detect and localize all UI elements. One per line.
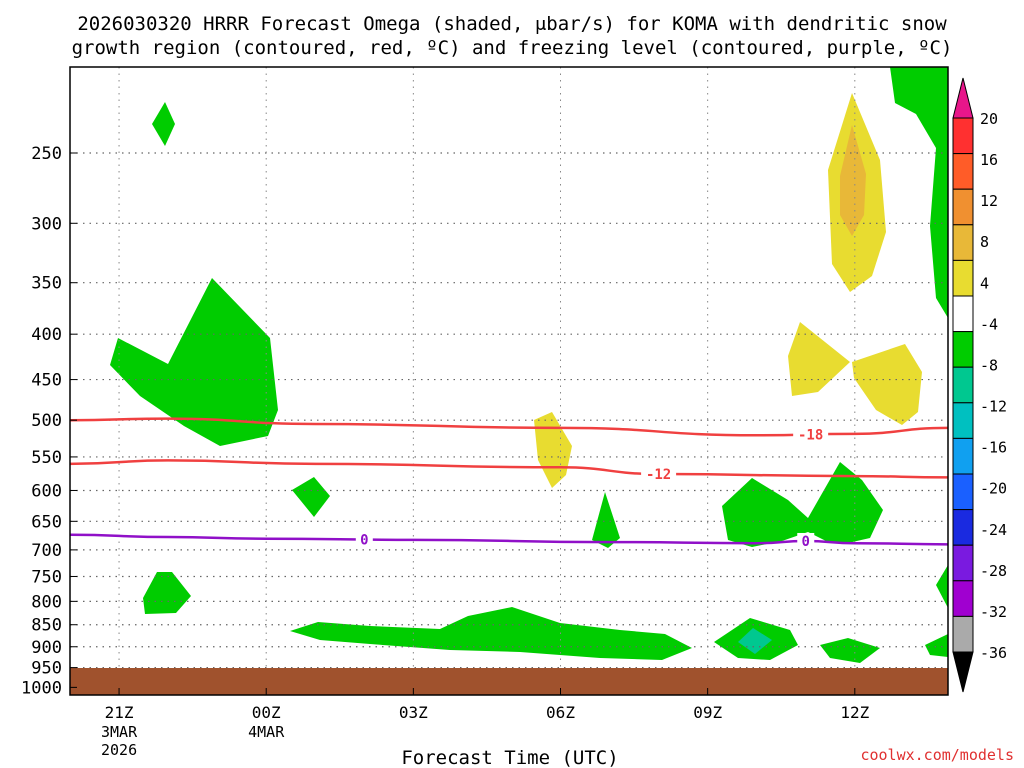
colorbar-segment [952, 188, 974, 226]
colorbar-segment [952, 331, 974, 368]
colorbar-segment [952, 437, 974, 475]
contour-label: -18 [798, 427, 823, 443]
contour-label: 0 [802, 534, 810, 550]
y-tick-label: 350 [31, 274, 62, 294]
omega-region-teal [738, 628, 772, 654]
x-tick-label: 09Z [693, 703, 722, 722]
x-tick-label: 03Z [399, 703, 428, 722]
colorbar-segment [952, 224, 974, 261]
omega-region-yellow [534, 412, 572, 488]
x-tick-date: 3MAR [101, 723, 138, 741]
omega-region-green [936, 565, 948, 608]
chart-title-line2: growth region (contoured, red, ºC) and f… [72, 37, 953, 59]
pressure-axis: 2503003504004505005506006507007508008509… [21, 144, 77, 698]
omega-region-green [152, 102, 175, 146]
y-tick-label: 250 [31, 144, 62, 164]
colorbar-label: -24 [980, 521, 1007, 539]
omega-region-green [110, 278, 278, 446]
y-tick-label: 1000 [21, 678, 62, 698]
x-axis-label: Forecast Time (UTC) [401, 747, 618, 768]
y-tick-label: 550 [31, 448, 62, 468]
contour-line [69, 417, 949, 437]
y-tick-label: 650 [31, 512, 62, 532]
colorbar-segment [952, 580, 974, 617]
colorbar-label: 16 [980, 151, 998, 169]
y-tick-label: 700 [31, 541, 62, 561]
y-tick-label: 500 [31, 411, 62, 431]
colorbar-label: -28 [980, 562, 1007, 580]
omega-region-green [592, 492, 620, 548]
omega-region-yellow [788, 322, 850, 396]
contour-label-bg [355, 531, 373, 548]
colorbar-segment [952, 473, 974, 511]
y-tick-label: 400 [31, 325, 62, 345]
y-tick-label: 800 [31, 592, 62, 612]
colorbar-label: 20 [980, 110, 998, 128]
colorbar-label: -4 [980, 315, 998, 333]
colorbar-segment [952, 259, 974, 297]
contour-label: -12 [646, 467, 671, 483]
contour-label-bg [793, 426, 829, 443]
y-tick-label: 950 [31, 659, 62, 679]
omega-region-green [143, 572, 191, 614]
omega-region-yellow [852, 344, 922, 425]
colorbar-segment [952, 544, 974, 582]
y-tick-label: 750 [31, 567, 62, 587]
colorbar-segment [952, 117, 974, 155]
colorbar-segment [952, 366, 974, 404]
terrain-ground [70, 668, 948, 695]
contour-label-bg [797, 532, 815, 549]
colorbar-segment [952, 153, 974, 190]
contour-label-bg [641, 466, 677, 483]
colorbar-segment [952, 615, 974, 653]
omega-region-green [890, 67, 948, 318]
colorbar-top-arrow [952, 77, 974, 119]
colorbar-segment [952, 402, 974, 439]
x-tick-label: 00Z [252, 703, 281, 722]
omega-region-green [925, 634, 948, 657]
colorbar-label: -16 [980, 439, 1007, 457]
colorbar-label: 4 [980, 274, 989, 292]
omega-region-green [722, 462, 883, 547]
credit-text: coolwx.com/models [860, 746, 1014, 764]
colorbar-label: 12 [980, 192, 998, 210]
colorbar-label: -8 [980, 356, 998, 374]
x-tick-label: 12Z [840, 703, 869, 722]
colorbar-bottom-arrow [952, 651, 974, 693]
x-tick-date: 4MAR [248, 723, 285, 741]
x-tick-label: 06Z [546, 703, 575, 722]
colorbar-label: 8 [980, 233, 989, 251]
plot-frame [69, 66, 949, 696]
colorbar-label: -20 [980, 480, 1007, 498]
y-tick-label: 850 [31, 616, 62, 636]
contour-line [69, 459, 949, 479]
colorbar-label: -36 [980, 644, 1007, 662]
y-tick-label: 600 [31, 481, 62, 501]
colorbar-label: -32 [980, 603, 1007, 621]
plot-grid [70, 67, 948, 695]
y-tick-label: 300 [31, 214, 62, 234]
omega-region-orange [840, 125, 866, 236]
temperature-contours: -18 -12 0 0 [69, 417, 949, 550]
contour-line [69, 533, 949, 546]
colorbar-segment [952, 295, 974, 333]
omega-colorbar: 20 16 12 8 4 -4 -8 -12 -16 -20 -24 -28 -32 -36 [952, 77, 1007, 693]
y-tick-label: 450 [31, 371, 62, 391]
colorbar-segment [952, 509, 974, 546]
omega-region-green [292, 477, 330, 517]
x-tick-label: 21Z [105, 703, 134, 722]
contour-label: 0 [360, 532, 368, 548]
omega-region-green [820, 638, 880, 663]
colorbar-label: -12 [980, 398, 1007, 416]
chart-title-line1: 2026030320 HRRR Forecast Omega (shaded, … [77, 13, 947, 35]
x-tick-year: 2026 [101, 741, 137, 759]
y-tick-label: 900 [31, 638, 62, 658]
